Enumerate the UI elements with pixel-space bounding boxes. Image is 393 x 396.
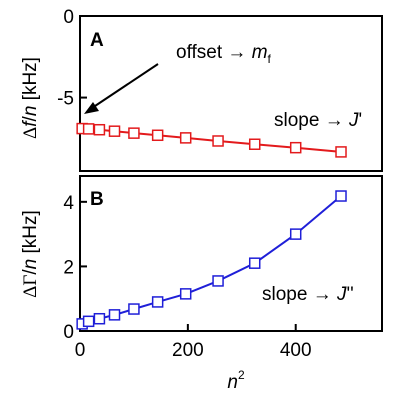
panel-a-data-point — [212, 135, 224, 147]
panel-b-xlabel: n2 — [227, 368, 245, 393]
panel-a-data-point — [335, 146, 347, 158]
panel-a-ylabel-n: n — [20, 106, 41, 117]
panel-b-ylabel-sep: / — [20, 269, 41, 275]
slope-a-text: slope → — [274, 110, 349, 131]
panel-a-ylabel-delta: Δ — [20, 127, 41, 139]
panel-a-ylabel: Δf/n [kHz] — [20, 57, 41, 139]
panel-b-ylabel: ΔΓ/n [kHz] — [20, 210, 41, 298]
xlabel-base: n — [227, 372, 238, 393]
panel-a-data-point — [108, 125, 121, 137]
offset-arrow — [91, 63, 159, 109]
panel-b-data-point — [108, 309, 121, 321]
offset-sub: f — [268, 52, 272, 66]
slope-a-suffix: ' — [358, 110, 362, 131]
panel-b-series — [76, 190, 347, 330]
panel-b-frame — [79, 175, 383, 332]
panel-b-xtick-label: 0 — [75, 340, 86, 361]
panel-b-data-point — [212, 275, 224, 287]
panel-b-data-point — [335, 190, 347, 202]
panel-b-ylabel-delta: ΔΓ — [20, 275, 41, 298]
panel-a-series-line — [82, 127, 342, 153]
panel-b-data-point — [248, 257, 261, 269]
panel-a-series — [76, 122, 347, 158]
panel-a: A 0-5 Δf/n [kHz] offset → mf slope → J' — [20, 7, 383, 172]
panel-a-frame — [79, 15, 383, 172]
panel-b-data-point — [179, 288, 192, 300]
panel-b-ytick-label: 0 — [63, 322, 74, 343]
slope-b-suffix: '' — [346, 284, 353, 305]
panel-a-data-point — [248, 138, 261, 150]
panel-b-data-point — [151, 296, 164, 308]
panel-a-data-point — [289, 141, 302, 154]
panel-b-x-ticks: 0 200 400 — [75, 324, 312, 361]
panel-b-data-point — [93, 312, 106, 325]
panel-b: B 024 0 200 400 ΔΓ/n [kHz] slope → J'' n2 — [20, 175, 383, 393]
panel-a-ylabel-sep: / — [20, 115, 41, 121]
panel-a-data-point — [82, 123, 95, 135]
panel-b-data-point — [128, 303, 140, 315]
offset-italic: m — [252, 42, 268, 63]
slope-b-text: slope → — [262, 284, 337, 305]
panel-b-ytick-label: 2 — [63, 257, 74, 278]
panel-a-data-point — [151, 129, 164, 142]
panel-a-offset-annotation: offset → mf — [176, 42, 272, 66]
offset-arrow-head — [84, 102, 99, 114]
panel-b-ylabel-unit: [kHz] — [20, 210, 41, 259]
panel-a-ytick-label: 0 — [63, 7, 74, 28]
panel-b-data-point — [82, 315, 95, 328]
panel-a-label: A — [90, 30, 104, 51]
panel-b-ytick-label: 4 — [63, 193, 74, 214]
panel-a-y-ticks: 0 -5 — [57, 7, 87, 110]
panel-a-data-point — [128, 127, 140, 139]
slope-b-italic: J — [336, 284, 347, 305]
panel-a-slope-annotation: slope → J' — [274, 110, 362, 131]
panel-b-label: B — [90, 189, 104, 210]
panel-b-ylabel-n: n — [20, 259, 41, 270]
slope-a-italic: J — [348, 110, 359, 131]
panel-b-y-ticks: 0 2 4 — [63, 193, 87, 343]
panel-a-ytick-label: -5 — [57, 89, 74, 110]
panel-b-xtick-label: 200 — [172, 340, 204, 361]
panel-b-slope-annotation: slope → J'' — [262, 284, 354, 305]
panel-a-data-point — [179, 132, 192, 144]
panel-b-data-point — [289, 228, 302, 240]
panel-b-xtick-label: 400 — [280, 340, 312, 361]
panel-a-data-point — [93, 123, 106, 136]
panel-a-ylabel-var: f — [20, 120, 41, 127]
xlabel-sup: 2 — [238, 368, 245, 382]
panel-a-ylabel-unit: [kHz] — [20, 57, 41, 106]
offset-text: offset → — [176, 42, 252, 63]
